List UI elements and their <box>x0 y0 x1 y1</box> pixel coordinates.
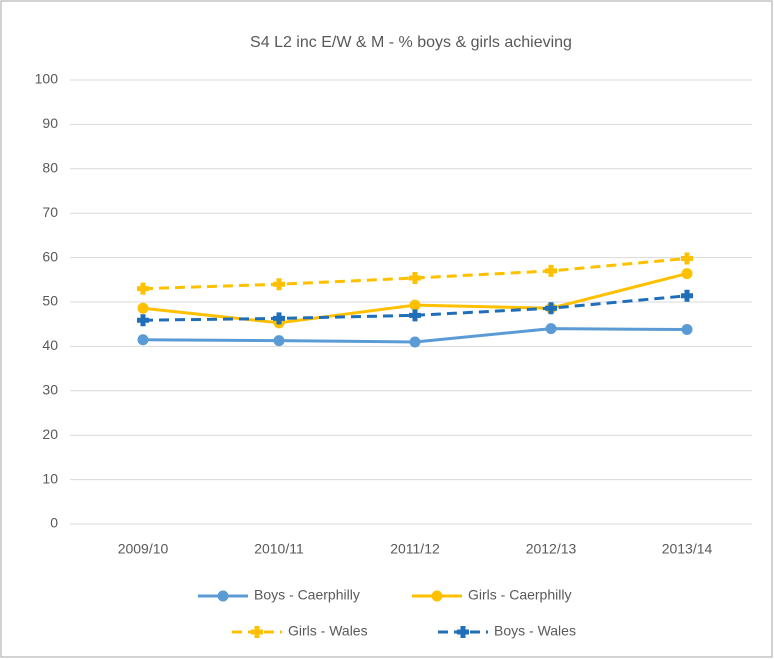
legend-marker <box>251 626 263 638</box>
y-tick-label: 10 <box>42 470 58 486</box>
y-tick-label: 0 <box>50 515 58 531</box>
data-point <box>681 252 693 265</box>
data-point <box>273 335 285 347</box>
data-point <box>545 302 557 315</box>
x-tick-label: 2013/14 <box>662 541 713 557</box>
data-point <box>137 282 149 295</box>
data-point <box>273 312 285 325</box>
y-tick-label: 80 <box>42 160 58 176</box>
legend-marker <box>217 590 229 602</box>
y-tick-label: 70 <box>42 204 58 220</box>
legend-label: Boys - Caerphilly <box>254 587 360 603</box>
data-point <box>273 278 285 291</box>
data-point <box>409 309 421 322</box>
data-point <box>681 289 693 302</box>
y-tick-label: 100 <box>35 71 59 87</box>
y-tick-label: 50 <box>42 293 58 309</box>
data-point <box>137 314 149 327</box>
y-tick-label: 40 <box>42 337 58 353</box>
legend-marker <box>431 590 443 602</box>
y-tick-label: 60 <box>42 248 58 264</box>
chart-title: S4 L2 inc E/W & M - % boys & girls achie… <box>250 34 572 51</box>
data-point <box>409 299 421 311</box>
data-point <box>409 336 421 348</box>
legend-label: Boys - Wales <box>494 623 576 639</box>
y-tick-label: 30 <box>42 382 58 398</box>
data-point <box>681 324 693 336</box>
x-tick-label: 2009/10 <box>118 541 169 557</box>
legend-label: Girls - Caerphilly <box>468 587 571 603</box>
legend-label: Girls - Wales <box>288 623 368 639</box>
data-point <box>137 334 149 346</box>
data-point <box>137 302 149 314</box>
data-point <box>409 272 421 285</box>
y-tick-label: 90 <box>42 115 58 131</box>
y-tick-label: 20 <box>42 426 58 442</box>
x-tick-label: 2012/13 <box>526 541 577 557</box>
x-tick-label: 2010/11 <box>254 541 304 557</box>
x-tick-label: 2011/12 <box>390 541 440 557</box>
data-point <box>545 323 557 335</box>
legend-marker <box>457 626 469 638</box>
data-point <box>545 264 557 277</box>
data-point <box>681 268 693 280</box>
